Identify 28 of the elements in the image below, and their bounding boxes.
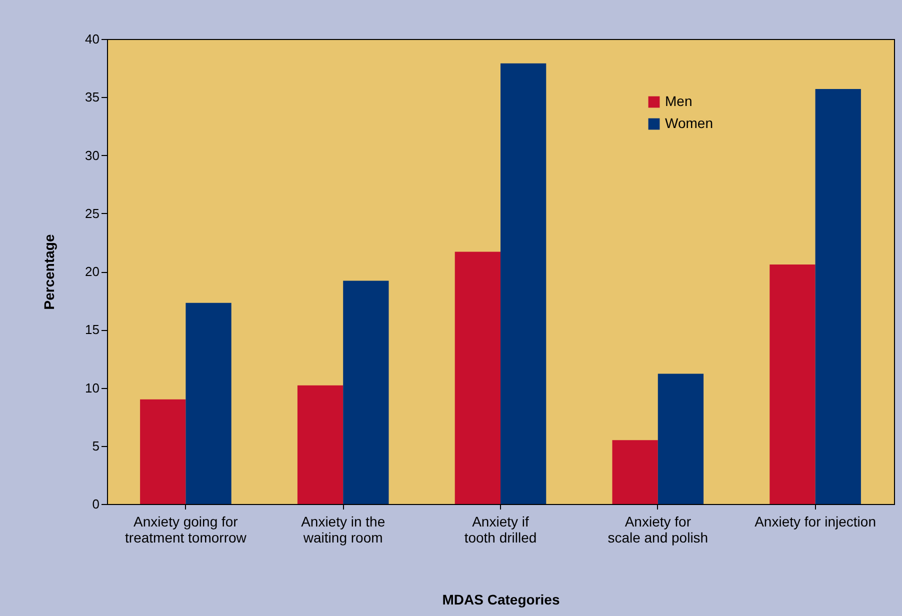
y-tick-label: 5	[92, 438, 100, 454]
bar	[297, 385, 344, 504]
y-tick-label: 10	[85, 380, 100, 396]
y-tick-label: 20	[85, 264, 100, 279]
y-tick-label: 35	[85, 90, 100, 105]
legend-label: Men	[665, 93, 692, 109]
y-tick-label: 40	[85, 32, 100, 46]
bar	[500, 63, 546, 504]
y-tick-label: 25	[85, 206, 100, 221]
x-tick-label: Anxiety in the waiting room	[301, 514, 386, 546]
bar	[140, 399, 186, 504]
y-tick-label: 15	[85, 322, 100, 338]
x-tick-label: Anxiety if tooth drilled	[464, 514, 537, 546]
bar	[658, 374, 704, 504]
y-tick-label: 30	[85, 148, 100, 163]
bar	[343, 280, 389, 504]
bar	[454, 252, 500, 504]
bar	[815, 88, 861, 504]
y-tick-label: 0	[92, 496, 100, 512]
x-tick-label: Anxiety for scale and polish	[608, 514, 708, 546]
x-axis-title: MDAS Categories	[442, 592, 560, 608]
legend-label: Women	[665, 115, 713, 131]
bar	[612, 440, 658, 504]
y-axis-title: Percentage	[41, 234, 58, 310]
bar	[770, 264, 816, 504]
x-tick-label: Anxiety for injection	[754, 514, 876, 530]
bar	[186, 302, 232, 504]
x-tick-label: Anxiety going for treatment tomorrow	[125, 514, 248, 546]
